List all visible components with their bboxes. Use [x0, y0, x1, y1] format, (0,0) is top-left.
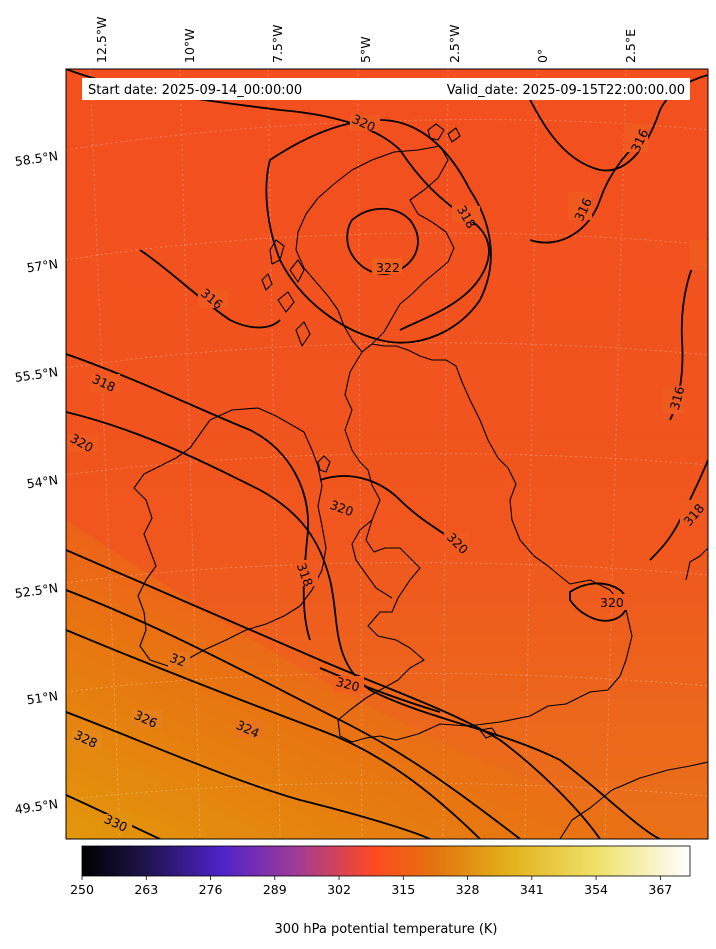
coastlines	[133, 123, 708, 839]
contour-318-scotland	[265, 119, 492, 344]
continent-coast	[685, 547, 708, 581]
colorbar: 250 263 276 289 302 315 328 341 354 367 300 hPa p…	[70, 845, 691, 937]
lon-tick: 7.5°W	[270, 25, 285, 64]
contour-label: 320	[600, 595, 624, 610]
colorbar-gradient	[81, 845, 691, 877]
contour-328	[66, 711, 431, 839]
scotland-coast	[295, 145, 455, 353]
contour-326	[66, 629, 481, 839]
valid-date: Valid_date: 2025-09-15T22:00:00.00	[447, 83, 685, 98]
contour-label: 320	[334, 674, 361, 695]
warm-field-southwest	[66, 520, 708, 839]
colorbar-tick-label: 289	[263, 882, 287, 897]
lon-tick: 12.5°W	[94, 17, 109, 63]
contour-324	[66, 589, 521, 839]
great-britain-coast	[337, 343, 633, 743]
lon-tick: 5°W	[358, 36, 373, 63]
lon-tick: 2.5°W	[447, 25, 462, 64]
colorbar-tick-label: 328	[456, 882, 480, 897]
isle-of-man-coast	[317, 455, 331, 473]
lat-tick: 52.5°N	[14, 580, 59, 601]
lat-tick: 51°N	[26, 688, 59, 707]
contour-320-irishsea	[319, 475, 461, 546]
contour-labels: 320 318 322 316 316 316 318 316 318 318	[68, 111, 716, 835]
colorbar-tick-label: 250	[70, 882, 94, 897]
contour-label: 322	[376, 260, 400, 275]
contour-322	[66, 549, 601, 839]
colorbar-tick-label: 276	[199, 882, 223, 897]
contour-316-west	[139, 249, 281, 329]
start-date: Start date: 2025-09-14_00:00:00	[88, 83, 302, 98]
colorbar-tick-label: 315	[391, 882, 415, 897]
contour-label: 318	[712, 247, 716, 271]
colorbar-tick-label: 341	[520, 882, 544, 897]
lat-tick: 57°N	[26, 256, 59, 275]
colorbar-tick-label: 367	[648, 882, 672, 897]
colorbar-ticks: 250 263 276 289 302 315 328 341 354 367	[70, 876, 672, 897]
contour-label: 32	[168, 650, 188, 670]
latitude-ticks: 58.5°N 57°N 55.5°N 54°N 52.5°N 51°N 49.5…	[14, 148, 59, 817]
lat-tick: 54°N	[26, 472, 59, 491]
map-panel: 320 318 322 316 316 316 318 316 318 318	[65, 68, 716, 840]
lat-tick: 58.5°N	[14, 148, 59, 169]
colorbar-tick-label: 354	[584, 882, 608, 897]
hebrides-coast	[261, 239, 311, 347]
colorbar-tick-label: 302	[327, 882, 351, 897]
colorbar-title: 300 hPa potential temperature (K)	[274, 922, 497, 937]
wales-coast	[351, 519, 393, 599]
contour-316-ne2	[529, 139, 641, 244]
lat-tick: 55.5°N	[14, 364, 59, 385]
colorbar-tick-label: 263	[134, 882, 158, 897]
contour-320-north	[66, 69, 490, 331]
map-frame	[65, 68, 709, 840]
contour-label: 316	[667, 385, 688, 412]
lon-tick: 0°	[535, 49, 550, 63]
lat-tick: 49.5°N	[14, 796, 59, 817]
date-header-box	[82, 78, 690, 100]
longitude-ticks: 12.5°W 10°W 7.5°W 5°W 2.5°W 0° 2.5°E	[94, 17, 638, 63]
contour-320-south	[66, 411, 661, 839]
contour-320-channel	[319, 667, 441, 713]
france-coast	[559, 761, 708, 839]
ireland-coast	[133, 407, 327, 667]
lon-tick: 10°W	[182, 28, 197, 63]
lon-tick: 2.5°E	[623, 29, 638, 63]
